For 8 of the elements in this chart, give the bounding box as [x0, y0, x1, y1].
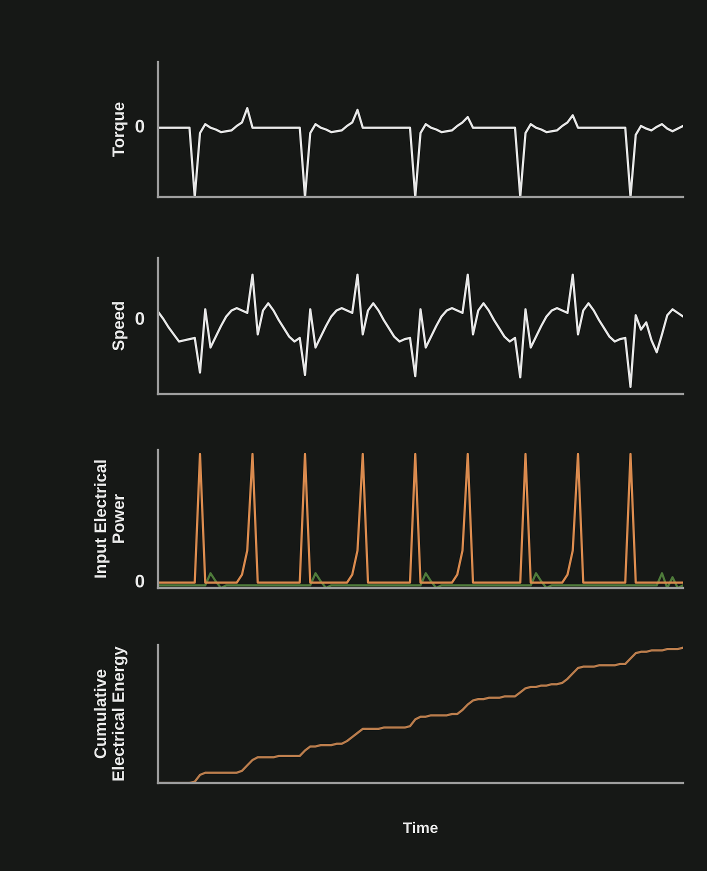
text: 0: [136, 120, 144, 133]
text: 0: [136, 574, 144, 588]
text: 0: [136, 312, 144, 325]
y-axis-title: Torque: [112, 102, 128, 157]
y-axis-title: Cumulative Electrical Energy: [94, 646, 128, 781]
y-axis-title: Input Electrical Power: [94, 460, 124, 578]
x-axis-title: Time: [402, 822, 438, 834]
y-axis-title: Speed: [112, 302, 128, 351]
